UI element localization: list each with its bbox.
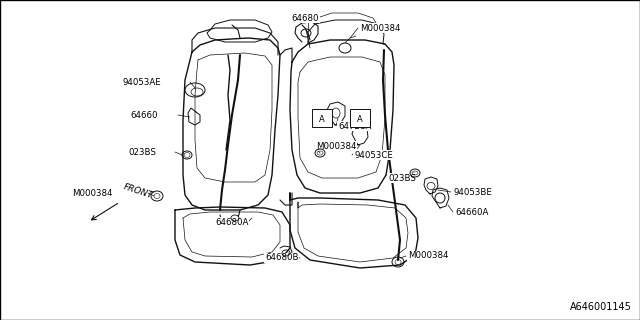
Text: 94053BE: 94053BE — [453, 188, 492, 196]
Text: M000384: M000384 — [316, 141, 356, 150]
Text: M000384: M000384 — [72, 188, 113, 197]
Text: 64660: 64660 — [130, 110, 157, 119]
Text: A: A — [357, 115, 363, 124]
Text: A: A — [319, 115, 325, 124]
Text: 64680A: 64680A — [215, 218, 248, 227]
Text: 64660A: 64660A — [455, 207, 488, 217]
Text: A646001145: A646001145 — [570, 302, 632, 312]
Text: 94053AE: 94053AE — [122, 77, 161, 86]
Text: 64680: 64680 — [291, 13, 319, 22]
Text: 94053CE: 94053CE — [354, 150, 393, 159]
FancyBboxPatch shape — [350, 109, 370, 127]
Text: 64728A: 64728A — [338, 122, 371, 131]
Text: M000384: M000384 — [408, 252, 449, 260]
FancyBboxPatch shape — [312, 109, 332, 127]
Text: M000384: M000384 — [360, 23, 401, 33]
Text: 64680B: 64680B — [265, 253, 298, 262]
Text: FRONT: FRONT — [122, 182, 154, 200]
Text: 023BS: 023BS — [128, 148, 156, 156]
Text: 023BS: 023BS — [388, 173, 416, 182]
